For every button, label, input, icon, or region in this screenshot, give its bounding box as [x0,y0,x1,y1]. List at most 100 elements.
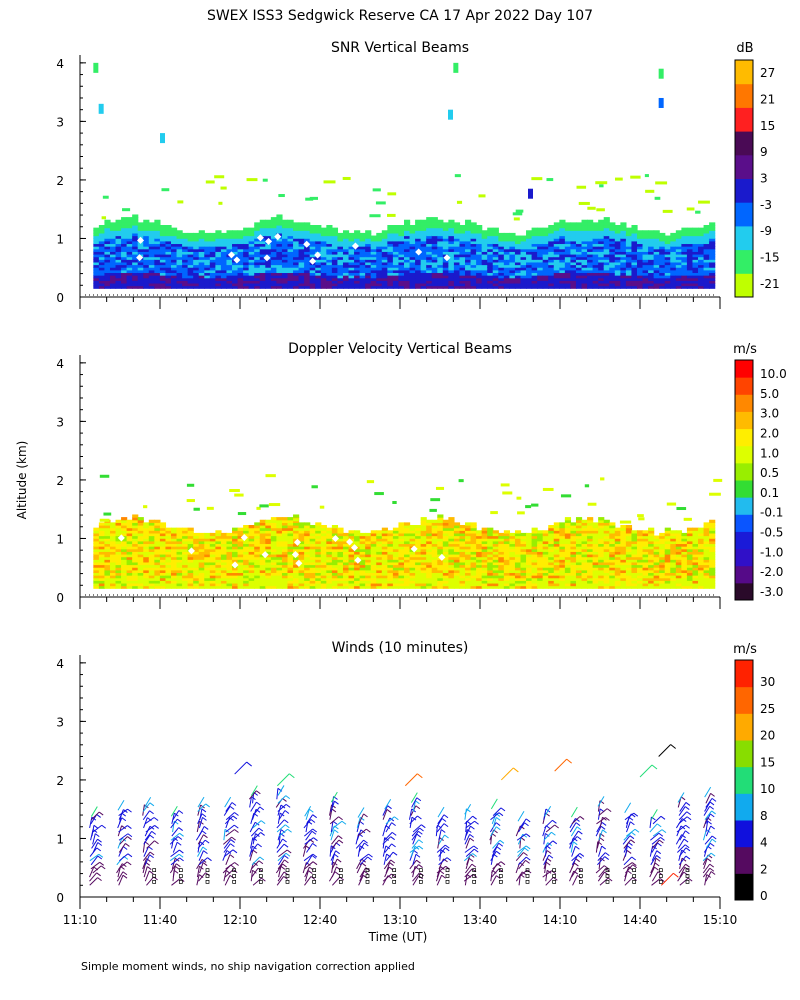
heatmap-cell [548,248,555,252]
data-gap [227,251,235,259]
heatmap-cell [342,559,350,563]
heatmap-cell [415,569,422,574]
heatmap-cell [254,548,261,552]
heatmap-cell [592,248,599,252]
heatmap-cell [281,567,289,571]
heatmap-cell [182,561,189,566]
heatmap-cell [553,277,560,281]
heatmap-cell [287,546,294,550]
heatmap-cell [581,535,588,539]
heatmap-cell [287,275,294,279]
heatmap-cell [381,253,388,258]
heatmap-cell [265,551,272,555]
heatmap-cell [220,548,228,552]
heatmap-cell [420,561,427,566]
heatmap-cell [404,548,411,552]
heatmap-cell [270,569,278,574]
heatmap-cell [143,277,150,281]
heatmap-cell [420,253,427,258]
heatmap-cell [409,235,416,239]
heatmap-cell [420,517,427,521]
heatmap-cell [293,543,300,547]
heatmap-cell [98,575,106,579]
heatmap-cell [243,525,250,529]
heatmap-cell [281,517,289,521]
heatmap-cell [115,572,122,576]
heatmap-cell [215,538,222,542]
heatmap-cell [514,267,522,271]
colorbar-segment [735,60,753,85]
heatmap-cell [198,580,205,584]
heatmap-cell [575,253,583,258]
heatmap-cell [670,232,677,237]
heatmap-cell [176,275,183,279]
heatmap-cell [698,240,705,245]
heatmap-cell [132,277,139,281]
heatmap-cell [315,575,322,579]
heatmap-cell [270,572,278,576]
heatmap-cell [93,553,100,558]
heatmap-cell [509,577,516,581]
heatmap-cell [248,248,255,252]
heatmap-cell [559,543,566,547]
heatmap-cell [376,582,383,587]
heatmap-cell [204,253,211,258]
heatmap-cell [426,577,433,581]
heatmap-cell [98,548,106,552]
heatmap-cell [254,275,261,279]
heatmap-cell [581,532,588,537]
heatmap-cell [309,525,316,529]
heatmap-cell [559,553,566,558]
heatmap-cell [481,564,488,568]
heatmap-cell [370,585,377,589]
heatmap-cell [686,227,694,231]
heatmap-cell [409,275,416,279]
heatmap-cell [132,251,139,255]
heatmap-cell [392,530,400,534]
heatmap-cell [315,556,322,560]
heatmap-cell [182,269,189,274]
heatmap-cell [537,540,544,545]
heatmap-cell [126,567,133,571]
heatmap-cell [698,277,705,281]
heatmap-cell [270,225,278,229]
heatmap-cell [420,567,427,571]
heatmap-cell [143,261,150,266]
heatmap-cell [548,535,555,539]
heatmap-cell [709,238,716,242]
heatmap-cell [121,277,128,281]
heatmap-cell [359,259,366,263]
heatmap-cell [431,519,438,523]
heatmap-cell [143,540,150,545]
heatmap-cell [126,561,133,566]
heatmap-cell [354,540,361,545]
heatmap-cell [509,548,516,552]
heatmap-cell [171,230,178,234]
heatmap-cell [372,188,381,192]
heatmap-cell [320,577,327,581]
heatmap-cell [498,564,505,568]
heatmap-cell [514,535,522,539]
heatmap-cell [187,280,194,284]
heatmap-cell [109,285,117,289]
heatmap-cell [442,251,449,255]
heatmap-cell [692,261,699,266]
heatmap-cell [664,280,671,284]
heatmap-cell [503,546,511,550]
heatmap-cell [442,556,449,560]
heatmap-cell [470,548,477,552]
heatmap-cell [248,264,255,268]
heatmap-cell [215,246,222,250]
heatmap-cell [193,282,200,287]
heatmap-cell [176,527,183,531]
heatmap-cell [342,251,350,255]
heatmap-cell [176,561,183,566]
heatmap-cell [542,272,549,276]
heatmap-cell [503,238,511,242]
heatmap-cell [603,238,610,242]
heatmap-cell [476,561,483,566]
heatmap-cell [326,264,333,268]
heatmap-cell [442,230,449,234]
heatmap-cell [559,532,566,537]
heatmap-cell [93,230,100,234]
